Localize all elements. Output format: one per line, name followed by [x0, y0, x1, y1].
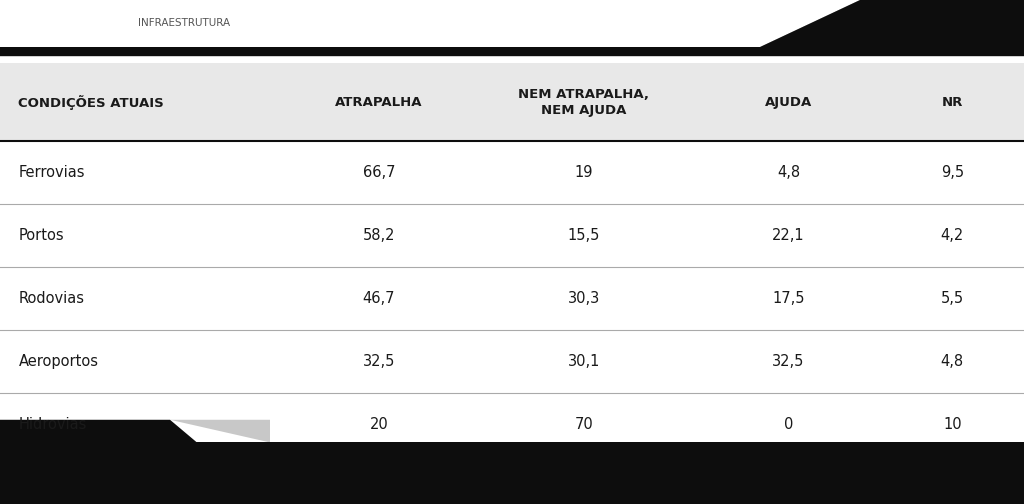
- Text: Hidrovias: Hidrovias: [18, 417, 87, 432]
- Text: INFRAESTRUTURA: INFRAESTRUTURA: [138, 18, 230, 28]
- Text: 17,5: 17,5: [772, 291, 805, 306]
- Text: 0: 0: [783, 417, 794, 432]
- Text: 30,3: 30,3: [567, 291, 600, 306]
- FancyBboxPatch shape: [0, 47, 1024, 55]
- Text: CONDIÇÕES ATUAIS: CONDIÇÕES ATUAIS: [18, 95, 164, 109]
- Text: 30,1: 30,1: [567, 354, 600, 369]
- Text: 22,1: 22,1: [772, 228, 805, 243]
- Text: 66,7: 66,7: [362, 165, 395, 180]
- Polygon shape: [760, 0, 860, 47]
- FancyBboxPatch shape: [0, 449, 1024, 504]
- Text: 9,5: 9,5: [941, 165, 964, 180]
- Text: NEM ATRAPALHA,
NEM AJUDA: NEM ATRAPALHA, NEM AJUDA: [518, 88, 649, 116]
- Text: 10: 10: [943, 417, 962, 432]
- Polygon shape: [0, 420, 270, 504]
- Text: Rodovias: Rodovias: [18, 291, 84, 306]
- FancyBboxPatch shape: [0, 63, 1024, 141]
- Text: 70: 70: [574, 417, 593, 432]
- Text: ATRAPALHA: ATRAPALHA: [335, 96, 423, 108]
- Text: 58,2: 58,2: [362, 228, 395, 243]
- Text: NR: NR: [942, 96, 963, 108]
- Text: 4,8: 4,8: [941, 354, 964, 369]
- Polygon shape: [760, 0, 1024, 47]
- Polygon shape: [170, 420, 270, 443]
- Text: Aeroportos: Aeroportos: [18, 354, 98, 369]
- Text: Portos: Portos: [18, 228, 65, 243]
- Text: 46,7: 46,7: [362, 291, 395, 306]
- Text: 32,5: 32,5: [772, 354, 805, 369]
- Text: 19: 19: [574, 165, 593, 180]
- Text: 5,5: 5,5: [941, 291, 964, 306]
- Text: 20: 20: [370, 417, 388, 432]
- Text: Ferrovias: Ferrovias: [18, 165, 85, 180]
- FancyBboxPatch shape: [0, 443, 1024, 449]
- Text: 32,5: 32,5: [362, 354, 395, 369]
- Text: 15,5: 15,5: [567, 228, 600, 243]
- Text: 4,8: 4,8: [777, 165, 800, 180]
- Text: AJUDA: AJUDA: [765, 96, 812, 108]
- Text: 4,2: 4,2: [941, 228, 964, 243]
